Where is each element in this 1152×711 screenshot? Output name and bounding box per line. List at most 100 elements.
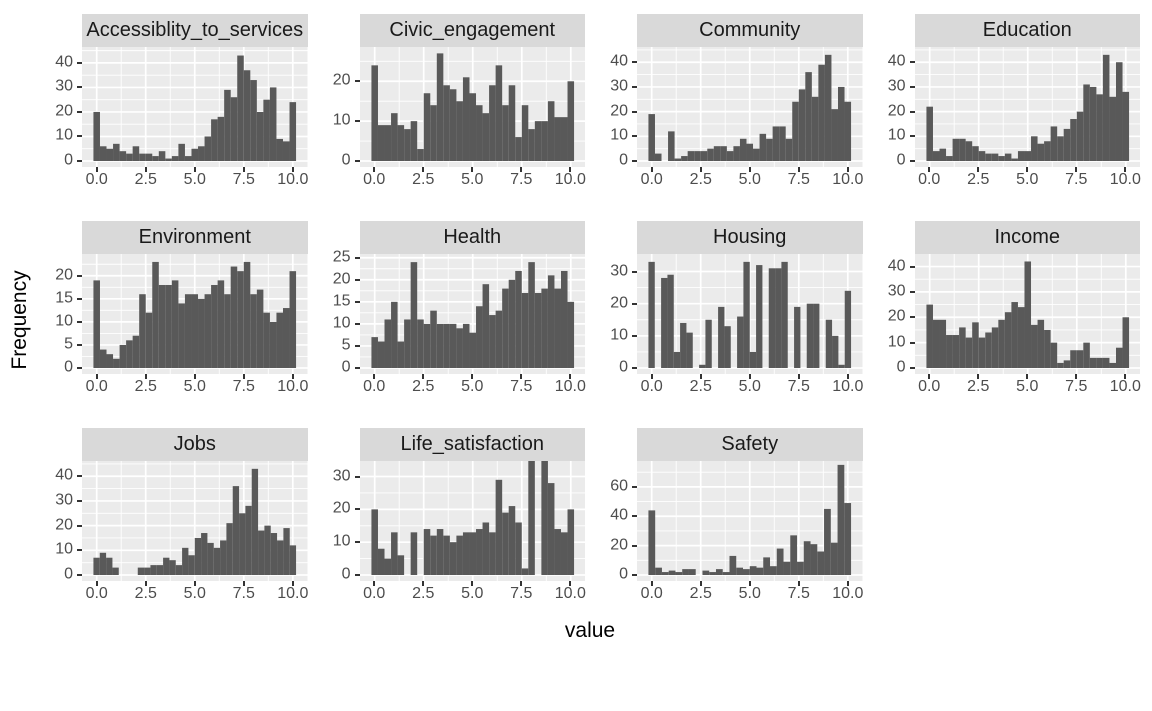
x-axis: 0.0 2.5 5.0 7.5 10.0: [82, 374, 308, 396]
y-tick-label: 20: [55, 266, 73, 284]
x-tick-label: 7.5: [232, 378, 255, 395]
y-tick-label: 20: [887, 307, 906, 325]
x-tick-label: 2.5: [689, 171, 712, 188]
x-tick-label: 0.0: [85, 585, 108, 602]
histogram-panel: [914, 254, 1140, 374]
facet-strip-title: Community: [637, 14, 863, 47]
y-axis: 0 20 40 60: [595, 461, 637, 582]
x-tick-mark: [748, 167, 751, 172]
x-tick-label: 5.0: [1016, 378, 1039, 395]
y-tick-label: 20: [610, 102, 628, 120]
y-tick-mark: [909, 367, 915, 369]
x-tick-mark: [797, 167, 800, 172]
x-tick-mark: [928, 374, 931, 379]
histogram-panel: [82, 47, 308, 167]
x-tick-label: 2.5: [134, 171, 157, 188]
x-tick-mark: [928, 167, 931, 172]
y-tick-label: 30: [887, 77, 906, 95]
x-axis-title: value: [564, 619, 616, 642]
y-axis: 0 10 20: [318, 47, 360, 168]
y-tick-mark: [632, 544, 637, 547]
x-tick-mark: [422, 167, 425, 172]
x-tick-mark: [291, 581, 294, 586]
y-tick-mark: [354, 278, 360, 281]
y-tick-label: 0: [64, 565, 73, 583]
facet-health: Health 0 5 10 15 20 25 0.0 2.5 5.0 7.5 10.0: [318, 221, 586, 396]
y-tick-label: 15: [332, 292, 351, 310]
y-tick-label: 10: [610, 126, 628, 144]
x-tick-mark: [144, 167, 147, 172]
y-tick-mark: [77, 61, 82, 64]
y-tick-mark: [632, 302, 637, 305]
y-tick-mark: [632, 334, 637, 337]
y-tick-mark: [632, 61, 637, 64]
x-tick-mark: [242, 374, 245, 379]
x-tick-label: 10.0: [832, 585, 864, 602]
y-tick-label: 40: [610, 506, 628, 524]
y-tick-mark: [77, 160, 82, 162]
facet-strip-title: Housing: [637, 221, 863, 254]
x-tick-mark: [846, 167, 849, 172]
x-tick-label: 10.0: [277, 171, 309, 188]
facet-civic_engagement: Civic_engagement 0 10 20 0.0 2.5 5.0 7.5 10.0: [318, 14, 586, 189]
x-tick-label: 2.5: [967, 171, 990, 188]
y-tick-mark: [77, 135, 82, 138]
x-tick-mark: [95, 374, 98, 379]
y-tick-mark: [77, 86, 82, 89]
y-axis: 0 10 20 30 40: [873, 254, 915, 375]
x-axis: 0.0 2.5 5.0 7.5 10.0: [360, 581, 586, 603]
facet-strip-title: Jobs: [82, 428, 308, 461]
histogram-panel: [359, 461, 585, 581]
x-axis: 0.0 2.5 5.0 7.5 10.0: [637, 374, 863, 396]
x-tick-label: 2.5: [134, 585, 157, 602]
x-tick-mark: [569, 581, 572, 586]
x-tick-mark: [846, 581, 849, 586]
y-axis-title: Frequency: [8, 270, 31, 370]
x-tick-mark: [520, 374, 523, 379]
x-tick-mark: [1026, 167, 1029, 172]
x-axis: 0.0 2.5 5.0 7.5 10.0: [82, 167, 308, 189]
facet-environment: Environment 0 5 10 15 20 0.0 2.5 5.0 7.5 10.0: [40, 221, 308, 396]
y-tick-mark: [354, 574, 360, 576]
y-tick-mark: [77, 549, 82, 552]
y-tick-label: 20: [610, 294, 628, 312]
x-tick-label: 2.5: [689, 378, 712, 395]
x-tick-label: 7.5: [1065, 378, 1088, 395]
x-tick-label: 5.0: [1016, 171, 1039, 188]
y-tick-label: 30: [887, 282, 906, 300]
y-tick-mark: [632, 135, 637, 138]
x-tick-label: 0.0: [363, 585, 386, 602]
y-tick-mark: [909, 341, 915, 344]
x-tick-label: 0.0: [363, 171, 386, 188]
x-tick-label: 7.5: [232, 171, 255, 188]
x-tick-mark: [977, 167, 980, 172]
y-tick-mark: [77, 274, 82, 277]
x-tick-mark: [373, 167, 376, 172]
x-tick-mark: [1075, 374, 1078, 379]
y-tick-label: 20: [55, 102, 73, 120]
facet-housing: Housing 0 10 20 30 0.0 2.5 5.0 7.5 10.0: [595, 221, 863, 396]
x-tick-label: 2.5: [689, 585, 712, 602]
y-tick-mark: [632, 367, 637, 369]
y-axis: 0 10 20 30: [318, 461, 360, 582]
x-axis: 0.0 2.5 5.0 7.5 10.0: [82, 581, 308, 603]
x-tick-label: 10.0: [554, 171, 586, 188]
x-tick-mark: [748, 581, 751, 586]
y-tick-mark: [632, 110, 637, 113]
x-axis: 0.0 2.5 5.0 7.5 10.0: [915, 374, 1141, 396]
y-tick-label: 10: [332, 314, 351, 332]
x-tick-label: 0.0: [918, 171, 941, 188]
x-axis: 0.0 2.5 5.0 7.5 10.0: [637, 167, 863, 189]
x-tick-mark: [373, 374, 376, 379]
x-tick-mark: [422, 581, 425, 586]
x-tick-label: 5.0: [183, 378, 206, 395]
facet-strip-title: Environment: [82, 221, 308, 254]
facet-income: Income 0 10 20 30 40 0.0 2.5 5.0 7.5 10.0: [873, 221, 1141, 396]
y-axis: 0 5 10 15 20: [40, 254, 82, 375]
y-tick-label: 40: [55, 466, 73, 484]
y-tick-mark: [354, 120, 360, 123]
x-tick-label: 0.0: [640, 171, 663, 188]
histogram-panel: [914, 47, 1140, 167]
y-tick-label: 0: [341, 358, 351, 376]
